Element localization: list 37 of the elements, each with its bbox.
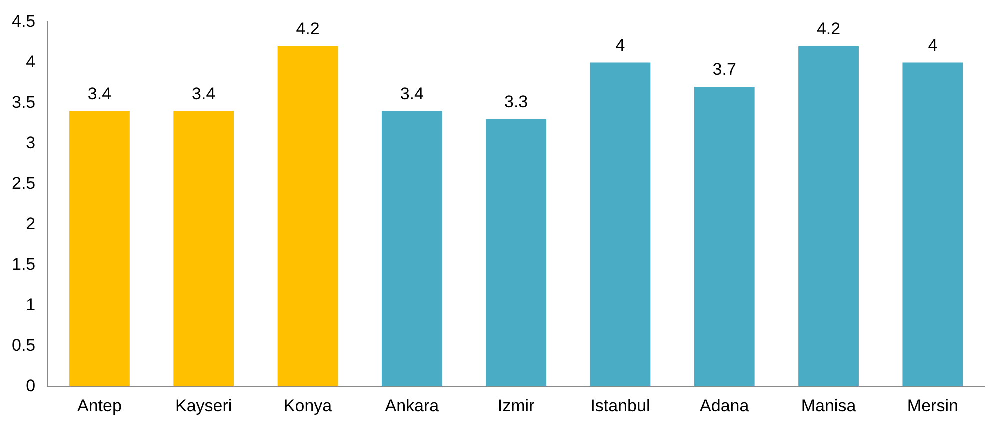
data-label: 4.2 xyxy=(816,20,841,39)
bar xyxy=(798,46,859,387)
data-label: 4.2 xyxy=(296,20,320,39)
data-label: 3.4 xyxy=(192,84,216,104)
bar xyxy=(174,111,234,387)
x-tick-label: Kayseri xyxy=(176,396,232,416)
bar xyxy=(902,62,964,387)
y-tick-label: 0.5 xyxy=(12,336,36,355)
x-tick-label: Izmir xyxy=(498,396,536,416)
bar xyxy=(694,86,755,387)
y-tick-label: 4.5 xyxy=(12,12,36,31)
x-tick-label: Konya xyxy=(284,396,333,416)
bar xyxy=(278,46,338,387)
bar xyxy=(486,119,547,387)
data-label: 4 xyxy=(928,36,938,55)
x-tick-label: Istanbul xyxy=(590,396,650,416)
x-tick-label: Mersin xyxy=(907,396,958,416)
y-tick-label: 1.5 xyxy=(12,254,36,274)
x-tick-label: Adana xyxy=(700,396,750,416)
y-tick-label: 1 xyxy=(26,295,36,314)
y-tick-label: 0 xyxy=(26,376,36,396)
bar xyxy=(590,62,651,387)
data-label: 3.3 xyxy=(504,92,528,112)
y-tick-label: 3.5 xyxy=(12,92,36,112)
y-tick-label: 2 xyxy=(26,214,36,234)
x-tick-label: Ankara xyxy=(385,396,440,416)
x-tick-label: Antep xyxy=(77,396,122,416)
y-tick-label: 3 xyxy=(26,133,36,152)
y-tick-label: 2.5 xyxy=(12,174,36,193)
data-label: 4 xyxy=(616,36,626,55)
y-tick-label: 4 xyxy=(26,52,36,72)
data-label: 3.7 xyxy=(712,60,736,80)
x-tick-label: Manisa xyxy=(801,396,857,416)
data-label: 3.4 xyxy=(400,84,424,104)
bar xyxy=(382,111,442,387)
data-label: 3.4 xyxy=(88,84,112,104)
bar xyxy=(70,111,130,387)
